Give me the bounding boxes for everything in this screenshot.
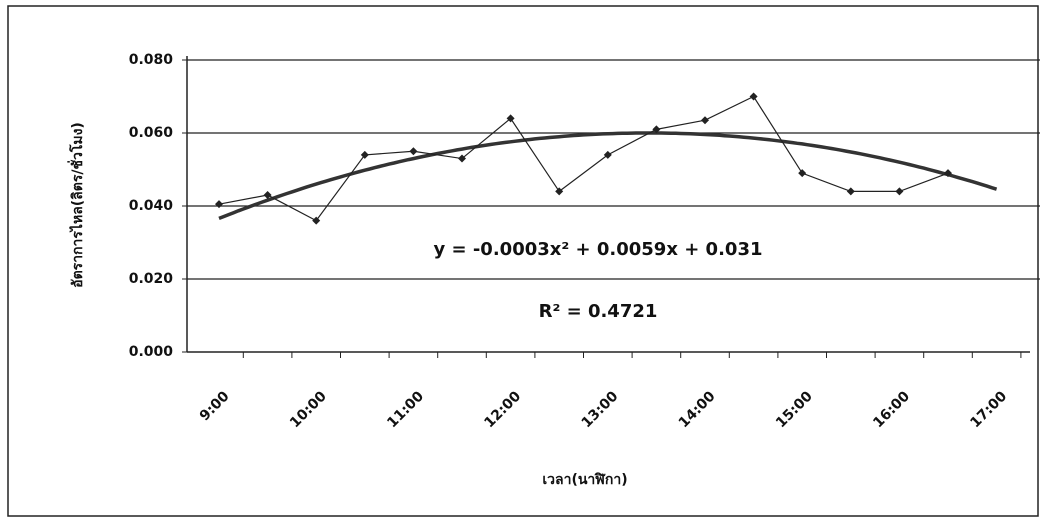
- data-point: [847, 187, 855, 195]
- y-tick-label: 0.080: [129, 52, 174, 68]
- data-point: [750, 93, 758, 101]
- x-tick-label: 10:00: [287, 388, 330, 431]
- y-tick-label: 0.020: [129, 271, 174, 287]
- data-point: [215, 200, 223, 208]
- chart: อัตราการไหล(ลิตร/ชั่วโมง) เวลา(นาฬิกา) y…: [0, 0, 1044, 522]
- y-tick-label: 0.000: [129, 344, 174, 360]
- x-tick-label: 14:00: [676, 388, 719, 431]
- x-tick-label: 13:00: [579, 388, 622, 431]
- data-line: [219, 97, 948, 221]
- x-tick-label: 11:00: [384, 388, 427, 431]
- y-axis-label: อัตราการไหล(ลิตร/ชั่วโมง): [67, 122, 86, 288]
- x-tick-label: 12:00: [481, 388, 524, 431]
- x-tick-label: 15:00: [773, 388, 816, 431]
- y-tick-label: 0.060: [129, 125, 174, 141]
- data-point: [895, 187, 903, 195]
- trend-equation: y = -0.0003x² + 0.0059x + 0.031: [433, 239, 762, 260]
- data-point: [798, 169, 806, 177]
- x-tick-label: 17:00: [967, 388, 1010, 431]
- x-tick-label: 16:00: [870, 388, 913, 431]
- y-tick-label: 0.040: [129, 198, 174, 214]
- data-point: [701, 116, 709, 124]
- data-point: [409, 147, 417, 155]
- x-tick-label: 9:00: [197, 388, 233, 424]
- chart-border: [8, 6, 1038, 516]
- x-axis-label: เวลา(นาฬิกา): [542, 472, 627, 488]
- r-squared: R² = 0.4721: [539, 301, 658, 322]
